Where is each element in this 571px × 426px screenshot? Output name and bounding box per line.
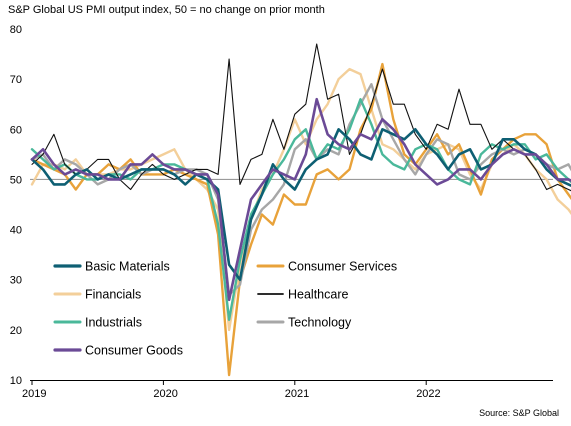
y-tick-label: 60 xyxy=(10,124,22,136)
series-layer xyxy=(30,43,571,377)
series-line-industrials xyxy=(30,97,571,321)
legend-label-industrials: Industrials xyxy=(85,316,142,330)
y-tick-label: 30 xyxy=(10,275,22,287)
source-note: Source: S&P Global xyxy=(479,408,559,418)
y-tick-label: 70 xyxy=(10,74,22,86)
legend-label-technology: Technology xyxy=(288,316,352,330)
legend-label-basic-materials: Basic Materials xyxy=(85,260,170,274)
legend-label-consumer-services: Consumer Services xyxy=(288,260,397,274)
x-tick-label: 2019 xyxy=(22,388,46,400)
series-line-healthcare xyxy=(31,43,571,192)
y-axis: 10 20 30 40 50 60 70 80 xyxy=(10,24,553,387)
legend: Basic Materials Consumer Services Financia… xyxy=(53,260,397,358)
y-tick-label: 40 xyxy=(10,225,22,237)
chart-title: S&P Global US PMI output index, 50 = no … xyxy=(8,4,325,16)
legend-label-consumer-goods: Consumer Goods xyxy=(85,344,183,358)
y-tick-label: 10 xyxy=(10,375,22,387)
x-tick-label: 2020 xyxy=(153,388,177,400)
y-tick-label: 80 xyxy=(10,24,22,36)
x-tick-label: 2022 xyxy=(416,388,440,400)
legend-label-healthcare: Healthcare xyxy=(288,288,348,302)
y-tick-label: 20 xyxy=(10,325,22,337)
series-line-basic-materials xyxy=(30,128,571,282)
x-axis: 2019 2020 2021 2022 xyxy=(22,380,553,400)
legend-label-financials: Financials xyxy=(85,288,141,302)
series-line-consumer-goods xyxy=(30,97,571,302)
y-tick-label: 50 xyxy=(10,174,22,186)
x-tick-label: 2021 xyxy=(285,388,309,400)
